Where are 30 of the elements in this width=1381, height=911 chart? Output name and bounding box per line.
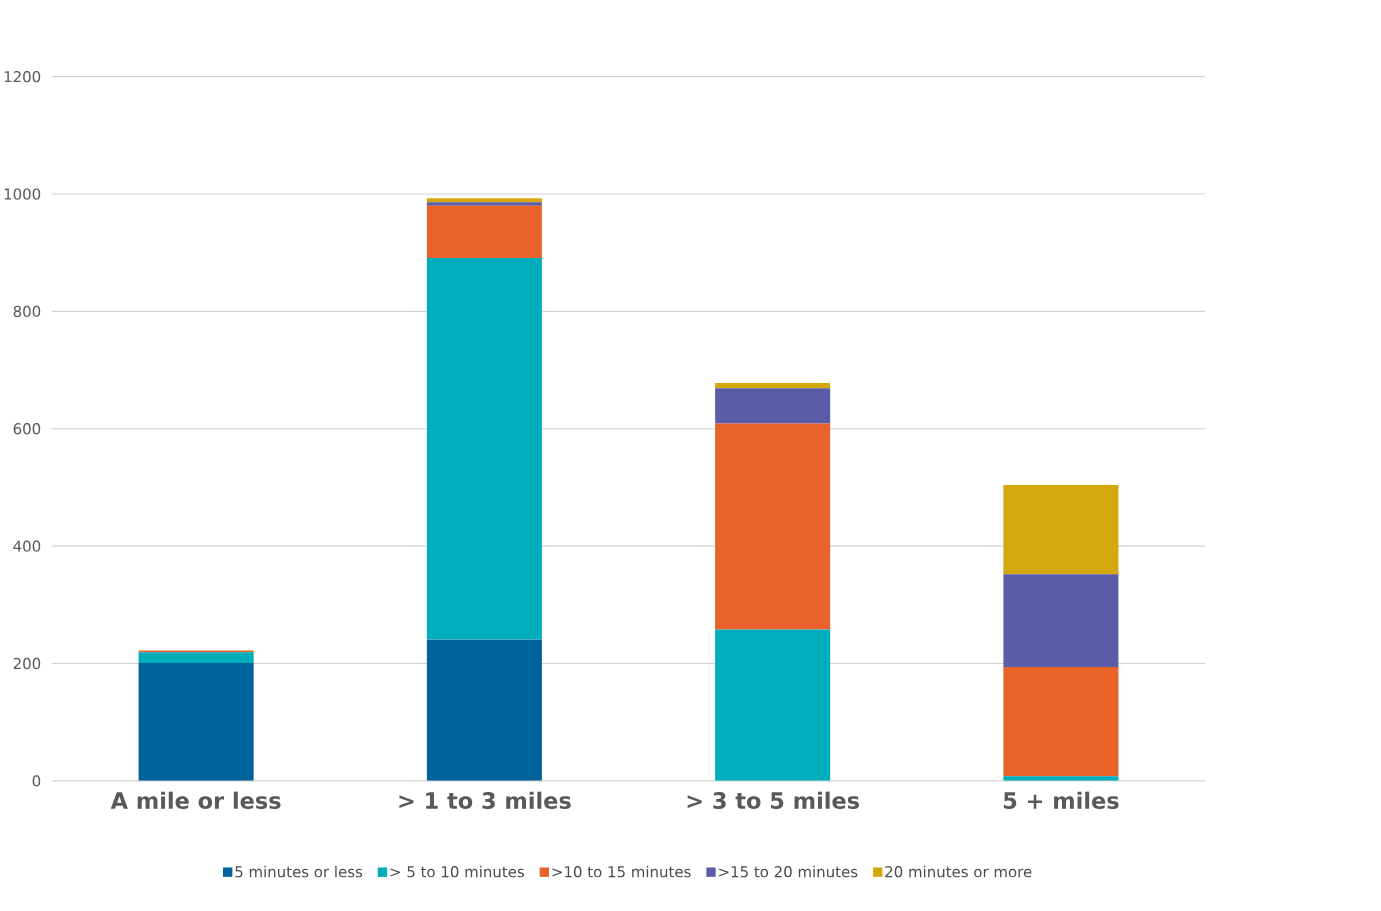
bar	[426, 202, 542, 206]
legend-label: >10 to 15 minutes	[552, 865, 691, 878]
legend-label: 20 minutes or more	[885, 865, 1032, 878]
bar	[426, 639, 542, 781]
y-tick-label: 200	[13, 657, 41, 670]
bar	[138, 662, 254, 781]
bar	[715, 383, 831, 389]
legend-label: 5 minutes or less	[235, 865, 363, 878]
bar	[1003, 667, 1119, 777]
y-tick-label: 0	[32, 775, 41, 787]
bar	[715, 423, 831, 630]
legend-label: > 5 to 10 minutes	[390, 865, 524, 878]
bar	[715, 388, 831, 424]
bar	[426, 198, 542, 203]
x-tick-label: A mile or less	[110, 791, 281, 810]
bar	[426, 205, 542, 259]
bar	[1003, 574, 1119, 668]
y-tick-label: 1000	[4, 188, 41, 200]
bar	[715, 629, 831, 781]
x-tick-label: 5 + miles	[1003, 791, 1119, 810]
x-tick-label: > 3 to 5 miles	[687, 791, 859, 810]
y-tick-label: 1200	[4, 71, 41, 83]
legend-label: >15 to 20 minutes	[719, 865, 858, 878]
bar	[1003, 485, 1119, 575]
y-tick-label: 600	[13, 423, 41, 435]
x-tick-label: > 1 to 3 miles	[399, 791, 571, 810]
bar	[138, 652, 254, 663]
y-tick-label: 800	[13, 305, 41, 318]
bar	[426, 258, 542, 640]
y-tick-label: 400	[13, 540, 41, 552]
